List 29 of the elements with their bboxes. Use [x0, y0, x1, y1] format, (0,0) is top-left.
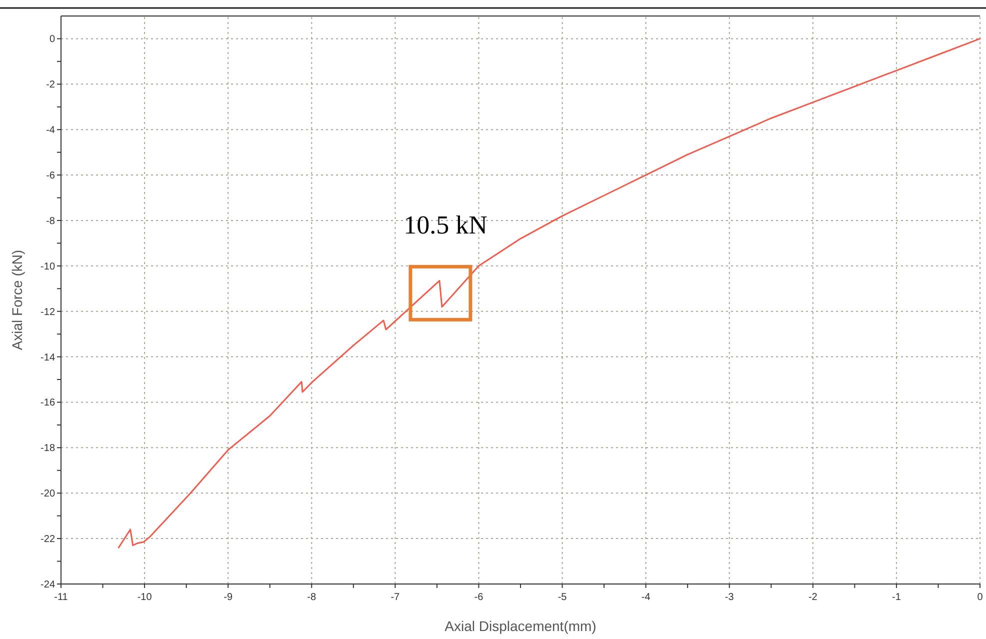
y-tick-label: -2 — [46, 80, 56, 91]
x-axis-title: Axial Displacement(mm) — [444, 618, 596, 634]
x-tick-label: -8 — [307, 592, 317, 603]
x-tick-label: -4 — [641, 592, 651, 603]
y-tick-label: -16 — [40, 398, 56, 409]
y-tick-label: -10 — [40, 261, 56, 272]
y-tick-label: -8 — [46, 216, 56, 227]
x-tick-label: -3 — [724, 592, 734, 603]
y-tick-label: -20 — [40, 488, 56, 500]
y-tick-label: 0 — [49, 34, 56, 46]
y-tick-label: -18 — [40, 443, 56, 454]
y-tick-label: -6 — [46, 170, 56, 182]
x-tick-label: -10 — [137, 592, 152, 603]
y-tick-label: -12 — [40, 306, 56, 318]
annotation: 10.5 kN — [404, 210, 488, 240]
x-tick-label: -7 — [390, 592, 400, 603]
x-tick-label: -6 — [474, 592, 484, 603]
x-tick-label: -11 — [54, 592, 68, 603]
y-tick-label: -22 — [40, 534, 56, 546]
y-tick-label: -24 — [40, 580, 56, 590]
y-tick-label: -4 — [46, 125, 56, 136]
x-tick-label: -5 — [558, 592, 568, 603]
x-tick-label: -2 — [808, 592, 818, 603]
x-tick-label: -1 — [892, 592, 902, 603]
line-series — [118, 38, 981, 548]
x-tick-label: -9 — [224, 592, 233, 603]
y-axis-title: Axial Force (kN) — [9, 250, 25, 350]
y-tick-label: -14 — [40, 352, 56, 364]
x-tick-label: 0 — [977, 592, 984, 603]
